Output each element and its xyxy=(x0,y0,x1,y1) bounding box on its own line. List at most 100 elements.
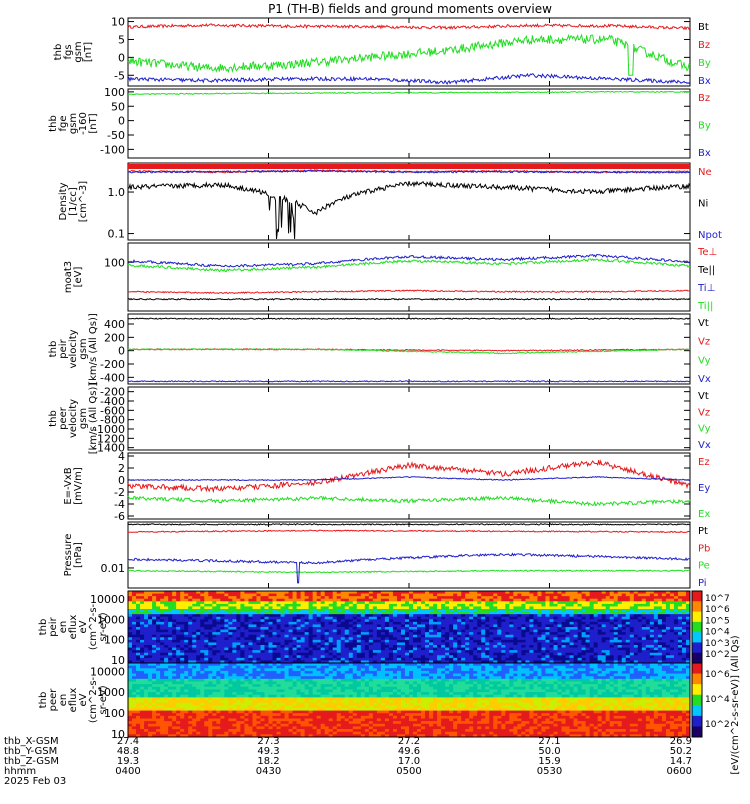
spectrogram-cell xyxy=(220,627,224,630)
spectrogram-cell xyxy=(517,606,521,609)
spectrogram-cell xyxy=(132,648,136,651)
spectrogram-cell xyxy=(513,596,517,599)
spectrogram-cell xyxy=(533,650,537,653)
spectrogram-cell xyxy=(128,721,132,724)
spectrogram-cell xyxy=(445,650,449,653)
spectrogram-cell xyxy=(578,594,582,597)
spectrogram-cell xyxy=(212,648,216,651)
spectrogram-cell xyxy=(558,627,562,630)
spectrogram-cell xyxy=(228,671,232,674)
spectrogram-cell xyxy=(172,732,176,735)
spectrogram-cell xyxy=(277,642,281,645)
spectrogram-cell xyxy=(301,648,305,651)
spectrogram-cell xyxy=(317,640,321,643)
spectrogram-cell xyxy=(192,668,196,671)
spectrogram-cell xyxy=(361,604,365,607)
spectrogram-cell xyxy=(208,692,212,695)
spectrogram-cell xyxy=(260,635,264,638)
spectrogram-cell xyxy=(140,671,144,674)
spectrogram-cell xyxy=(517,594,521,597)
spectrogram-cell xyxy=(554,642,558,645)
y-tick-label: 1000 xyxy=(97,686,125,699)
spectrogram-cell xyxy=(188,719,192,722)
spectrogram-cell xyxy=(433,650,437,653)
spectrogram-cell xyxy=(172,689,176,692)
spectrogram-cell xyxy=(566,648,570,651)
spectrogram-cell xyxy=(317,627,321,630)
spectrogram-cell xyxy=(148,692,152,695)
spectrogram-cell xyxy=(509,650,513,653)
spectrogram-cell xyxy=(521,650,525,653)
spectrogram-cell xyxy=(630,624,634,627)
spectrogram-cell xyxy=(333,635,337,638)
spectrogram-cell xyxy=(525,604,529,607)
spectrogram-cell xyxy=(497,624,501,627)
spectrogram-cell xyxy=(160,697,164,700)
spectrogram-cell xyxy=(521,594,525,597)
spectrogram-cell xyxy=(196,695,200,698)
legend-Vz: Vz xyxy=(698,407,710,418)
spectrogram-cell xyxy=(357,630,361,633)
spectrogram-cell xyxy=(256,604,260,607)
spectrogram-cell xyxy=(188,632,192,635)
spectrogram-cell xyxy=(473,640,477,643)
spectrogram-cell xyxy=(148,705,152,708)
spectrogram-cell xyxy=(220,637,224,640)
spectrogram-cell xyxy=(144,729,148,732)
spectrogram-cell xyxy=(200,721,204,724)
spectrogram-cell xyxy=(658,609,662,612)
spectrogram-cell xyxy=(297,642,301,645)
spectrogram-cell xyxy=(136,632,140,635)
spectrogram-cell xyxy=(409,640,413,643)
spectrogram-cell xyxy=(357,601,361,604)
spectrogram-cell xyxy=(269,642,273,645)
spectrogram-cell xyxy=(570,601,574,604)
legend-Bx: Bx xyxy=(698,76,711,87)
spectrogram-cell xyxy=(196,668,200,671)
spectrogram-cell xyxy=(132,632,136,635)
spectrogram-cell xyxy=(614,653,618,656)
spectrogram-cell xyxy=(469,604,473,607)
spectrogram-cell xyxy=(477,645,481,648)
spectrogram-cell xyxy=(634,627,638,630)
spectrogram-cell xyxy=(409,632,413,635)
spectrogram-cell xyxy=(232,642,236,645)
spectrogram-cell xyxy=(264,635,268,638)
spectrogram-cell xyxy=(152,732,156,735)
spectrogram-cell xyxy=(425,653,429,656)
spectrogram-cell xyxy=(200,612,204,615)
spectrogram-cell xyxy=(381,658,385,661)
spectrogram-cell xyxy=(586,606,590,609)
spectrogram-cell xyxy=(208,622,212,625)
spectrogram-cell xyxy=(425,619,429,622)
spectrogram-cell xyxy=(172,617,176,620)
spectrogram-cell xyxy=(168,630,172,633)
spectrogram-cell xyxy=(570,658,574,661)
spectrogram-cell xyxy=(421,632,425,635)
spectrogram-cell xyxy=(622,619,626,622)
spectrogram-cell xyxy=(256,624,260,627)
spectrogram-cell xyxy=(562,619,566,622)
spectrogram-cell xyxy=(505,617,509,620)
panel-frame xyxy=(128,18,690,86)
spectrogram-cell xyxy=(248,632,252,635)
spectrogram-cell xyxy=(634,624,638,627)
spectrogram-cell xyxy=(248,640,252,643)
y-tick-label: -5 xyxy=(114,69,125,82)
spectrogram-cell xyxy=(397,648,401,651)
spectrogram-cell xyxy=(525,614,529,617)
spectrogram-cell xyxy=(285,650,289,653)
spectrogram-cell xyxy=(594,658,598,661)
spectrogram-cell xyxy=(373,637,377,640)
legend-Bx: Bx xyxy=(698,148,711,159)
spectrogram-cell xyxy=(465,624,469,627)
spectrogram-cell xyxy=(493,630,497,633)
spectrogram-cell xyxy=(642,614,646,617)
spectrogram-cell xyxy=(413,658,417,661)
spectrogram-cell xyxy=(208,700,212,703)
spectrogram-cell xyxy=(184,729,188,732)
spectrogram-cell xyxy=(128,601,132,604)
spectrogram-cell xyxy=(594,645,598,648)
spectrogram-cell xyxy=(172,648,176,651)
spectrogram-cell xyxy=(517,648,521,651)
